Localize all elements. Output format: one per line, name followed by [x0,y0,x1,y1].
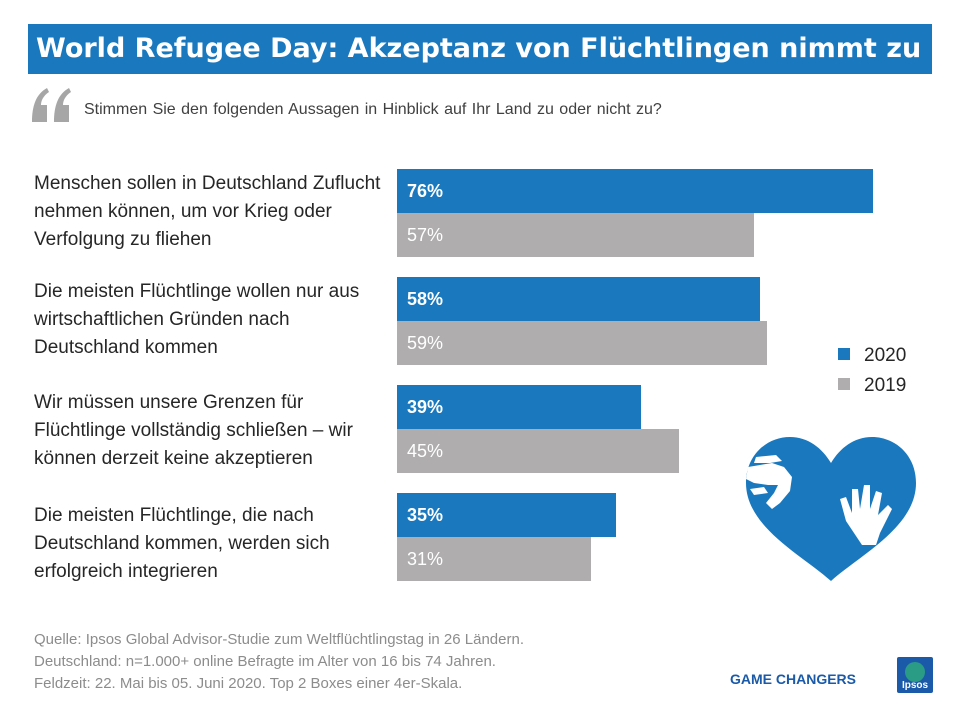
legend-item-2020: 2020 [838,345,906,367]
source-note: Quelle: Ipsos Global Advisor-Studie zum … [34,629,524,695]
bar-2020-row-4: 35% [397,493,616,537]
bar-2019-row-1: 57% [397,213,754,257]
legend-swatch-2019 [838,378,850,390]
source-line-1: Quelle: Ipsos Global Advisor-Studie zum … [34,631,524,648]
bar-2020-row-3: 39% [397,385,641,429]
data-label-2020-row-2: 58% [407,289,444,309]
data-label-2019-row-3: 45% [407,441,444,461]
ipsos-logo-text: Ipsos [902,680,929,691]
category-label-1: Menschen sollen in Deutschland Zuflucht … [34,173,381,250]
quote-icon [32,88,71,122]
data-label-2019-row-1: 57% [407,225,444,245]
data-label-2019-row-2: 59% [407,333,444,353]
source-line-2: Deutschland: n=1.000+ online Befragte im… [34,653,496,670]
bar-2019-row-3: 45% [397,429,679,473]
legend-item-2019: 2019 [838,375,906,397]
legend-label-2019: 2019 [864,375,907,396]
page-title: World Refugee Day: Akzeptanz von Flüchtl… [28,24,932,74]
legend-label-2020: 2020 [864,345,907,366]
ipsos-logo-icon: Ipsos [897,657,933,693]
data-label-2020-row-1: 76% [407,181,444,201]
bar-2019-row-2: 59% [397,321,767,365]
category-label-2: Die meisten Flüchtlinge wollen nur aus w… [34,281,360,358]
survey-question: Stimmen Sie den folgenden Aussagen in Hi… [84,101,662,118]
heart-hands-icon [746,437,916,581]
source-line-3: Feldzeit: 22. Mai bis 05. Juni 2020. Top… [34,675,463,692]
data-label-2020-row-4: 35% [407,505,444,525]
data-label-2019-row-4: 31% [407,549,444,569]
legend-swatch-2020 [838,348,850,360]
data-label-2020-row-3: 39% [407,397,444,417]
bar-2019-row-4: 31% [397,537,591,581]
game-changers-tagline: GAME CHANGERS [730,671,857,687]
category-label-3: Wir müssen unsere Grenzen für Flüchtling… [34,392,353,469]
bar-2020-row-2: 58% [397,277,760,321]
category-label-4: Die meisten Flüchtlinge, die nach Deutsc… [34,505,330,582]
bar-2020-row-1: 76% [397,169,873,213]
